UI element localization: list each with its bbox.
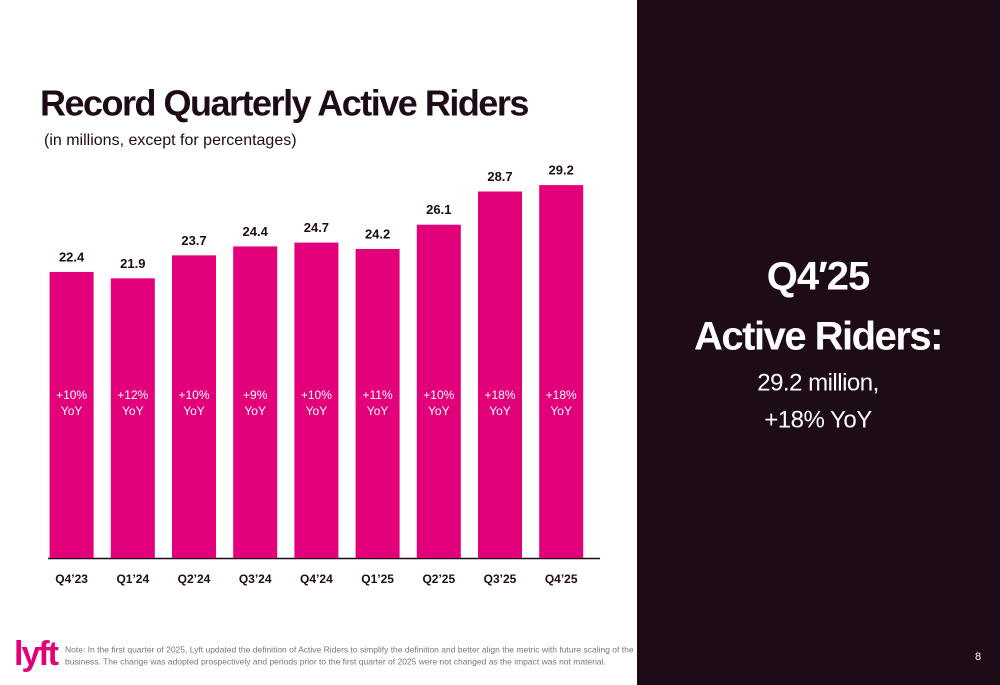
- page-number: 8: [975, 651, 981, 663]
- bar: [539, 185, 584, 558]
- yoy-label: YoY: [367, 404, 389, 418]
- yoy-label: YoY: [122, 404, 144, 418]
- yoy-label: +10%: [301, 388, 332, 402]
- yoy-label: YoY: [244, 404, 266, 418]
- value-label: 24.2: [365, 226, 390, 241]
- logo: lyft: [14, 635, 59, 673]
- value-label: 26.1: [426, 202, 451, 217]
- bar: [294, 242, 339, 558]
- yoy-label: YoY: [306, 404, 328, 418]
- chart-subtitle: (in millions, except for percentages): [44, 132, 297, 149]
- value-label: 23.7: [181, 233, 206, 248]
- chart-title: Record Quarterly Active Riders: [40, 83, 528, 124]
- yoy-label: YoY: [489, 404, 511, 418]
- panel-detail: +18% YoY: [764, 406, 872, 433]
- bar: [233, 246, 278, 559]
- x-tick-label: Q4’23: [55, 572, 88, 586]
- x-tick-label: Q2’24: [178, 572, 211, 586]
- yoy-label: YoY: [61, 404, 83, 418]
- value-label: 28.7: [487, 169, 512, 184]
- x-tick-label: Q1’25: [361, 572, 394, 586]
- yoy-label: YoY: [183, 404, 205, 418]
- x-tick-label: Q1’24: [116, 572, 149, 586]
- yoy-label: +10%: [423, 388, 454, 402]
- yoy-label: +10%: [178, 388, 209, 402]
- value-label: 24.7: [304, 220, 329, 235]
- value-label: 22.4: [59, 249, 85, 264]
- yoy-label: YoY: [550, 404, 572, 418]
- bar: [416, 224, 461, 558]
- x-tick-label: Q3’24: [239, 572, 272, 586]
- yoy-label: +10%: [56, 388, 87, 402]
- side-panel: [637, 0, 1000, 685]
- bar: [172, 255, 216, 558]
- bar: [49, 271, 94, 558]
- yoy-label: +9%: [243, 388, 268, 402]
- yoy-label: +12%: [117, 388, 148, 402]
- value-label: 24.4: [243, 224, 269, 239]
- yoy-label: +18%: [484, 388, 515, 402]
- bar: [478, 191, 522, 558]
- bar: [110, 278, 155, 558]
- yoy-label: +18%: [546, 388, 577, 402]
- bar: [355, 248, 400, 558]
- footnote: business. The change was adopted prospec…: [65, 656, 606, 666]
- x-tick-label: Q2’25: [422, 572, 455, 586]
- x-tick-label: Q3’25: [484, 572, 517, 586]
- panel-detail: 29.2 million,: [757, 369, 879, 396]
- yoy-label: YoY: [428, 404, 450, 418]
- yoy-label: +11%: [363, 388, 393, 402]
- footnote: Note: In the first quarter of 2025, Lyft…: [65, 644, 634, 654]
- value-label: 21.9: [120, 256, 145, 271]
- panel-heading: Q4′25: [767, 255, 870, 299]
- x-tick-label: Q4’24: [300, 572, 333, 586]
- value-label: 29.2: [549, 163, 574, 178]
- panel-heading: Active Riders:: [694, 315, 942, 359]
- x-tick-label: Q4’25: [545, 572, 578, 586]
